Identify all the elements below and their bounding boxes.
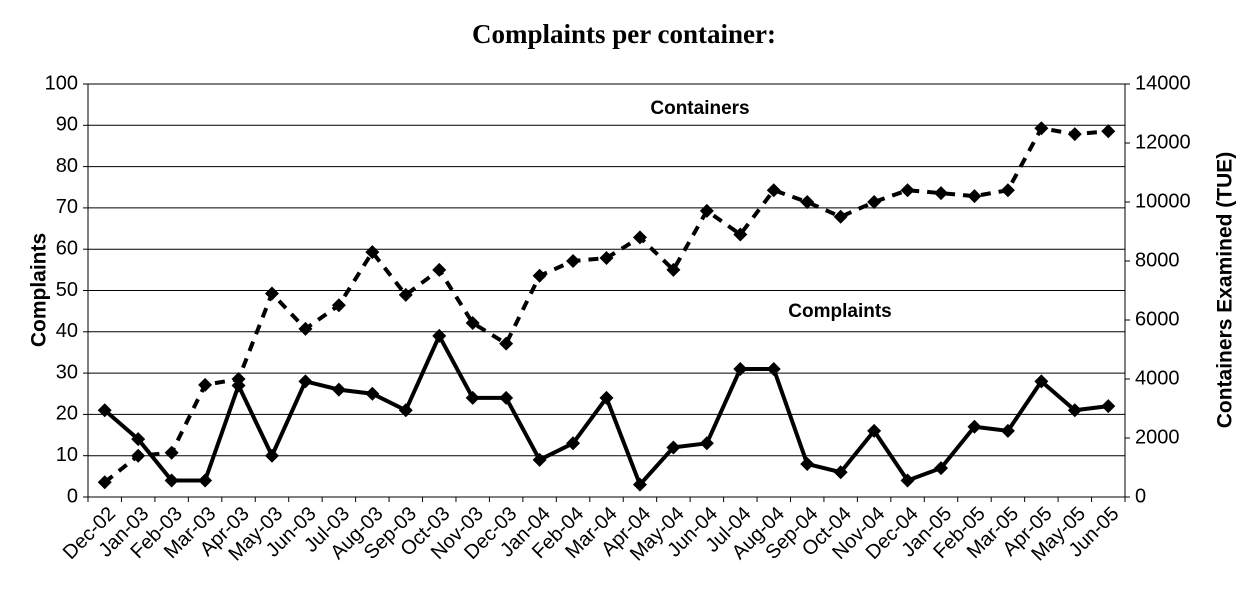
marker xyxy=(666,262,681,277)
marker xyxy=(231,372,246,386)
y-tick-label: 90 xyxy=(56,114,78,136)
marker xyxy=(699,203,714,218)
marker xyxy=(1101,399,1116,414)
marker xyxy=(934,461,949,476)
marker xyxy=(733,361,748,376)
annotation: Containers xyxy=(650,98,749,119)
marker xyxy=(566,436,581,451)
marker xyxy=(733,227,748,242)
marker xyxy=(365,386,380,401)
marker xyxy=(967,419,982,434)
marker xyxy=(1067,403,1082,418)
marker xyxy=(432,328,447,343)
marker xyxy=(499,390,514,405)
series-line xyxy=(103,126,1109,484)
marker xyxy=(1000,423,1015,438)
y2-tick-label: 10000 xyxy=(1135,190,1191,212)
marker xyxy=(766,361,781,376)
marker xyxy=(599,251,614,266)
y-tick-label: 70 xyxy=(56,196,78,218)
marker xyxy=(833,465,848,480)
marker xyxy=(967,189,982,204)
y-tick-label: 100 xyxy=(45,72,78,94)
y-tick-label: 80 xyxy=(56,155,78,177)
series-line xyxy=(103,331,1109,489)
marker xyxy=(331,382,346,397)
marker xyxy=(298,321,313,336)
marker xyxy=(1101,124,1116,139)
chart-title: Complaints per container: xyxy=(472,19,776,49)
marker xyxy=(599,390,614,405)
y-tick-label: 50 xyxy=(56,279,78,301)
y2-tick-label: 6000 xyxy=(1135,308,1180,330)
marker xyxy=(298,374,313,389)
y-tick-label: 40 xyxy=(56,320,78,342)
marker xyxy=(97,403,112,418)
marker xyxy=(264,286,279,301)
marker xyxy=(131,448,146,463)
marker xyxy=(465,315,480,330)
marker xyxy=(1067,127,1082,142)
marker xyxy=(198,377,213,392)
annotation: Complaints xyxy=(788,301,891,322)
y-tick-label: 10 xyxy=(56,444,78,466)
marker xyxy=(264,448,279,463)
y-tick-label: 20 xyxy=(56,403,78,425)
marker xyxy=(432,262,447,277)
marker xyxy=(632,477,647,492)
marker xyxy=(97,475,112,490)
marker xyxy=(1000,183,1015,198)
y2-tick-label: 12000 xyxy=(1135,131,1191,153)
marker xyxy=(164,445,179,460)
marker xyxy=(900,473,915,488)
marker xyxy=(833,209,848,224)
marker xyxy=(198,473,213,488)
marker xyxy=(566,254,581,268)
marker xyxy=(934,186,949,201)
marker xyxy=(666,440,681,455)
y-tick-label: 30 xyxy=(56,361,78,383)
marker xyxy=(867,423,882,438)
y2-tick-label: 0 xyxy=(1135,485,1146,507)
y-tick-label: 0 xyxy=(67,485,78,507)
marker xyxy=(398,287,413,302)
y2-tick-label: 2000 xyxy=(1135,426,1180,448)
y2-tick-label: 8000 xyxy=(1135,249,1180,271)
marker xyxy=(867,195,882,209)
marker xyxy=(365,245,380,260)
marker xyxy=(1034,374,1049,389)
marker xyxy=(632,230,647,245)
marker xyxy=(800,456,815,471)
marker xyxy=(398,403,413,418)
y2-axis-title: Containers Examined (TUE) xyxy=(1214,152,1237,429)
marker xyxy=(465,390,480,405)
marker xyxy=(532,452,547,467)
marker xyxy=(1034,121,1049,136)
y-axis-title: Complaints xyxy=(28,233,51,347)
y2-tick-label: 4000 xyxy=(1135,367,1180,389)
y-tick-label: 60 xyxy=(56,237,78,259)
y2-tick-label: 14000 xyxy=(1135,72,1191,94)
marker xyxy=(532,268,547,283)
marker xyxy=(331,298,346,313)
marker xyxy=(131,432,146,447)
marker xyxy=(800,195,815,209)
marker xyxy=(900,183,915,198)
marker xyxy=(164,473,179,488)
marker xyxy=(499,336,514,351)
marker xyxy=(699,436,714,451)
marker xyxy=(766,183,781,198)
